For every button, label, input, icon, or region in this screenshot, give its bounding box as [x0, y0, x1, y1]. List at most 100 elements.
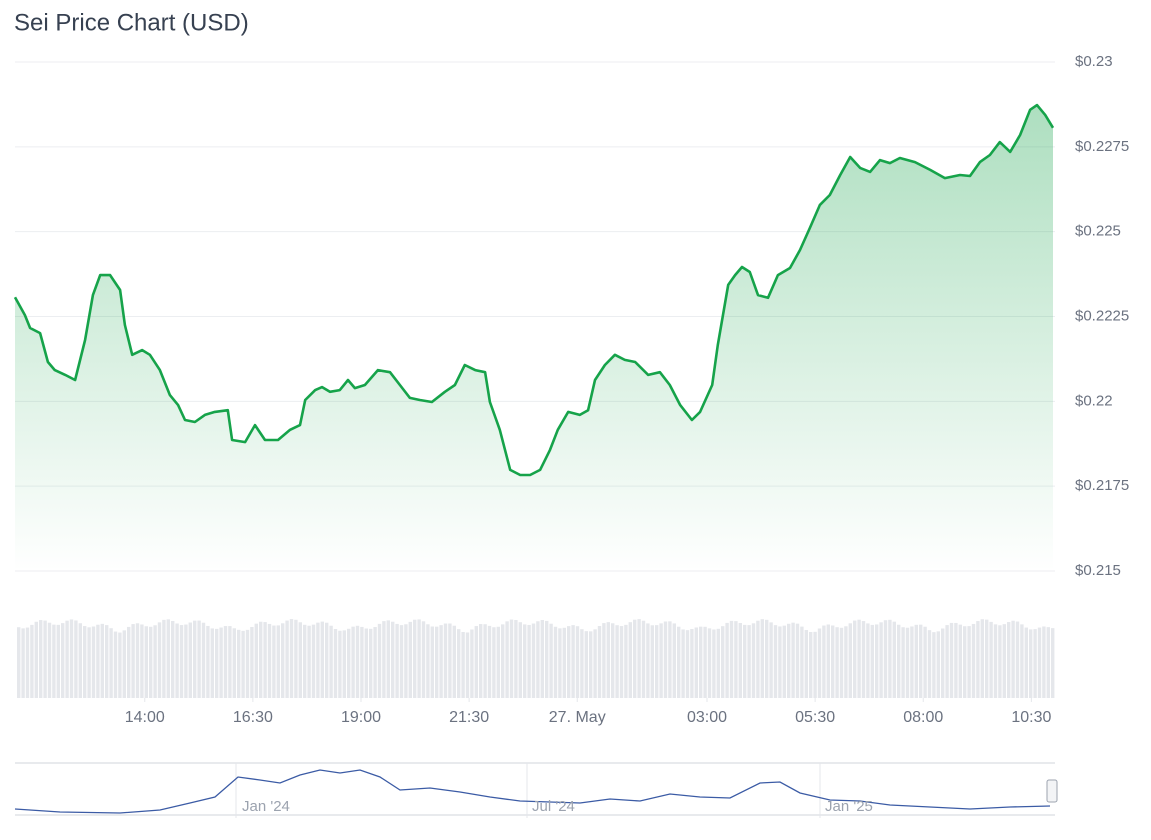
volume-bar	[637, 619, 641, 698]
volume-bar	[897, 624, 901, 698]
volume-bar	[901, 627, 905, 698]
volume-bar	[813, 631, 817, 698]
volume-bar	[39, 620, 43, 698]
volume-bar	[888, 619, 892, 698]
volume-bar	[347, 628, 351, 698]
volume-bar	[179, 625, 184, 698]
y-tick-label: $0.225	[1075, 223, 1121, 240]
x-tick-label: 21:30	[449, 709, 489, 726]
x-tick-label: 16:30	[233, 709, 273, 726]
volume-bar	[461, 631, 465, 698]
volume-bar	[795, 623, 800, 698]
navigator: Jan '24 Jul '24 Jan '25	[14, 762, 1058, 818]
volume-bar	[430, 626, 434, 698]
volume-bar	[817, 628, 822, 698]
volume-bar	[967, 626, 971, 698]
volume-bar	[690, 629, 694, 698]
volume-bar	[61, 623, 65, 698]
volume-bar	[448, 623, 452, 698]
navigator-handle[interactable]	[1046, 779, 1058, 803]
volume-bar	[47, 622, 52, 698]
volume-bar	[197, 620, 201, 698]
volume-bar	[443, 623, 448, 698]
volume-bar	[56, 624, 60, 698]
volume-bar	[848, 623, 852, 698]
volume-bar	[910, 626, 914, 698]
volume-bar	[360, 626, 364, 698]
volume-bar	[219, 627, 223, 698]
volume-bar	[1011, 620, 1015, 698]
volume-bar	[215, 628, 219, 698]
y-tick-label: $0.2175	[1075, 477, 1129, 494]
y-tick-label: $0.23	[1075, 53, 1113, 70]
volume-bar	[958, 624, 962, 698]
volume-bar	[289, 619, 294, 698]
volume-bar	[540, 619, 544, 698]
volume-bar	[193, 620, 197, 698]
volume-bar	[857, 619, 861, 698]
volume-bar	[879, 622, 883, 698]
volume-bar	[43, 620, 47, 698]
volume-bar	[285, 620, 289, 698]
volume-bar	[694, 627, 698, 698]
volume-bar	[426, 624, 430, 698]
volume-bar	[905, 627, 910, 698]
volume-bar	[127, 626, 131, 698]
volume-bar	[866, 623, 870, 698]
volume-bar	[738, 623, 742, 698]
volume-bar	[936, 631, 940, 698]
volume-bar	[501, 624, 505, 698]
volume-bar	[580, 629, 584, 698]
volume-bar	[751, 623, 756, 698]
volume-bar	[153, 625, 157, 698]
volume-bar	[672, 623, 676, 698]
volume-bar	[597, 625, 602, 698]
volume-bar	[769, 622, 773, 698]
volume-bar	[144, 626, 148, 698]
x-tick-label: 05:30	[795, 709, 835, 726]
volume-bar	[34, 621, 38, 698]
volume-bar	[804, 629, 808, 698]
volume-bar	[791, 622, 795, 698]
volume-bar	[223, 626, 228, 698]
volume-bar	[355, 625, 360, 698]
volume-bar	[404, 624, 408, 698]
volume-bar	[254, 623, 258, 698]
volume-bar	[985, 619, 989, 698]
volume-bar	[184, 624, 188, 698]
volume-bar	[734, 621, 738, 698]
volume-bar	[131, 624, 135, 698]
volume-bar	[382, 621, 386, 698]
volume-bar	[575, 626, 580, 698]
volume-bar	[853, 620, 857, 698]
volume-bar	[17, 627, 21, 698]
volume-bar	[457, 629, 461, 698]
y-tick-label: $0.22	[1075, 392, 1113, 409]
volume-bar	[479, 624, 483, 698]
volume-bar	[157, 622, 162, 698]
volume-bar	[875, 624, 879, 698]
volume-bar	[1029, 629, 1033, 698]
volume-bar	[166, 619, 170, 698]
volume-bar	[914, 624, 918, 698]
x-tick-label: 19:00	[341, 709, 381, 726]
volume-bar	[364, 628, 368, 698]
volume-bar	[210, 628, 214, 698]
volume-bar	[518, 622, 522, 698]
volume-bar	[932, 632, 936, 698]
volume-bar	[52, 624, 56, 698]
volume-bar	[342, 630, 346, 698]
volume-bar	[760, 619, 764, 698]
volume-bar	[980, 619, 984, 698]
volume-bar	[523, 624, 527, 698]
volume-bar	[232, 628, 236, 698]
volume-bar	[413, 619, 417, 698]
volume-bar	[421, 621, 426, 698]
volume-bar	[74, 620, 78, 698]
y-tick-label: $0.215	[1075, 562, 1121, 579]
volume-bar	[307, 625, 311, 698]
volume-bar	[338, 630, 342, 698]
volume-bar	[835, 627, 839, 698]
volume-bar	[646, 623, 650, 698]
